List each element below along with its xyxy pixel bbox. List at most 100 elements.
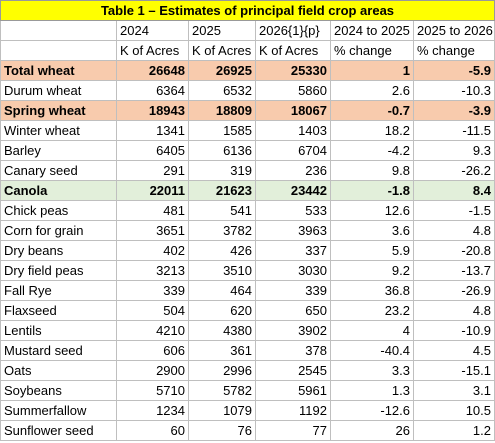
- value-cell: 77: [255, 420, 331, 441]
- header-cell: 2026{1}{p}: [255, 20, 331, 41]
- row-label: Durum wheat: [0, 80, 117, 101]
- value-cell: 21623: [188, 180, 256, 201]
- value-cell: 4: [330, 320, 414, 341]
- value-cell: 6364: [116, 80, 189, 101]
- value-cell: 650: [255, 300, 331, 321]
- value-cell: 236: [255, 160, 331, 181]
- header-cell: 2024 to 2025: [330, 20, 414, 41]
- value-cell: 18943: [116, 100, 189, 121]
- header-cell: 2025 to 2026: [413, 20, 495, 41]
- value-cell: 1: [330, 60, 414, 81]
- value-cell: 3510: [188, 260, 256, 281]
- value-cell: 291: [116, 160, 189, 181]
- value-cell: 5782: [188, 380, 256, 401]
- value-cell: 3902: [255, 320, 331, 341]
- row-label: Flaxseed: [0, 300, 117, 321]
- value-cell: 1.2: [413, 420, 495, 441]
- value-cell: -20.8: [413, 240, 495, 261]
- value-cell: 533: [255, 200, 331, 221]
- value-cell: 3651: [116, 220, 189, 241]
- value-cell: 464: [188, 280, 256, 301]
- row-label: Winter wheat: [0, 120, 117, 141]
- value-cell: 26648: [116, 60, 189, 81]
- data-row: Corn for grain 3651 3782 3963 3.6 4.8: [0, 220, 495, 241]
- row-label: Corn for grain: [0, 220, 117, 241]
- value-cell: 6532: [188, 80, 256, 101]
- value-cell: 2900: [116, 360, 189, 381]
- value-cell: 402: [116, 240, 189, 261]
- data-row: Chick peas 481 541 533 12.6 -1.5: [0, 200, 495, 221]
- value-cell: -1.8: [330, 180, 414, 201]
- value-cell: 10.5: [413, 400, 495, 421]
- value-cell: 2996: [188, 360, 256, 381]
- value-cell: -3.9: [413, 100, 495, 121]
- value-cell: 18.2: [330, 120, 414, 141]
- row-label: Canola: [0, 180, 117, 201]
- data-row: Durum wheat 6364 6532 5860 2.6 -10.3: [0, 80, 495, 101]
- title-row: Table 1 – Estimates of principal field c…: [0, 0, 495, 21]
- value-cell: 25330: [255, 60, 331, 81]
- header-cell: % change: [330, 40, 414, 61]
- value-cell: 339: [255, 280, 331, 301]
- value-cell: -1.5: [413, 200, 495, 221]
- row-label: Soybeans: [0, 380, 117, 401]
- row-label: Chick peas: [0, 200, 117, 221]
- value-cell: 4210: [116, 320, 189, 341]
- data-row: Dry field peas 3213 3510 3030 9.2 -13.7: [0, 260, 495, 281]
- value-cell: 337: [255, 240, 331, 261]
- header-row: K of Acres K of Acres K of Acres% change% …: [0, 40, 495, 61]
- header-cell: % change: [413, 40, 495, 61]
- data-row: Lentils 4210 4380 3902 4 -10.9: [0, 320, 495, 341]
- data-row: Oats 2900 2996 2545 3.3 -15.1: [0, 360, 495, 381]
- empty-cell: [0, 40, 117, 61]
- row-label: Summerfallow: [0, 400, 117, 421]
- value-cell: 504: [116, 300, 189, 321]
- header-cell: 2024: [116, 20, 189, 41]
- row-label: Dry field peas: [0, 260, 117, 281]
- value-cell: 4.8: [413, 300, 495, 321]
- value-cell: 5961: [255, 380, 331, 401]
- value-cell: -40.4: [330, 340, 414, 361]
- value-cell: 23442: [255, 180, 331, 201]
- value-cell: 3.3: [330, 360, 414, 381]
- row-label: Mustard seed: [0, 340, 117, 361]
- value-cell: -10.9: [413, 320, 495, 341]
- row-label: Barley: [0, 140, 117, 161]
- value-cell: -26.2: [413, 160, 495, 181]
- value-cell: -0.7: [330, 100, 414, 121]
- value-cell: -13.7: [413, 260, 495, 281]
- value-cell: 3213: [116, 260, 189, 281]
- value-cell: 378: [255, 340, 331, 361]
- value-cell: 1585: [188, 120, 256, 141]
- value-cell: 2.6: [330, 80, 414, 101]
- data-row: Soybeans 5710 5782 5961 1.3 3.1: [0, 380, 495, 401]
- value-cell: 4.5: [413, 340, 495, 361]
- value-cell: -12.6: [330, 400, 414, 421]
- value-cell: 5860: [255, 80, 331, 101]
- data-row: Dry beans 402 426 337 5.9 -20.8: [0, 240, 495, 261]
- value-cell: -15.1: [413, 360, 495, 381]
- data-row: Fall Rye 339 464 339 36.8 -26.9: [0, 280, 495, 301]
- value-cell: 481: [116, 200, 189, 221]
- data-row: Spring wheat 18943 18809 18067 -0.7 -3.9: [0, 100, 495, 121]
- value-cell: 23.2: [330, 300, 414, 321]
- row-label: Dry beans: [0, 240, 117, 261]
- row-label: Total wheat: [0, 60, 117, 81]
- table-title: Table 1 – Estimates of principal field c…: [0, 0, 495, 21]
- header-cell: K of Acres: [255, 40, 331, 61]
- data-row: Flaxseed 504 620 650 23.2 4.8: [0, 300, 495, 321]
- value-cell: 3030: [255, 260, 331, 281]
- row-label: Lentils: [0, 320, 117, 341]
- value-cell: -5.9: [413, 60, 495, 81]
- value-cell: 2545: [255, 360, 331, 381]
- value-cell: 22011: [116, 180, 189, 201]
- value-cell: 3.6: [330, 220, 414, 241]
- header-cell: K of Acres: [188, 40, 256, 61]
- value-cell: -10.3: [413, 80, 495, 101]
- value-cell: 12.6: [330, 200, 414, 221]
- value-cell: 26: [330, 420, 414, 441]
- value-cell: 620: [188, 300, 256, 321]
- value-cell: 1.3: [330, 380, 414, 401]
